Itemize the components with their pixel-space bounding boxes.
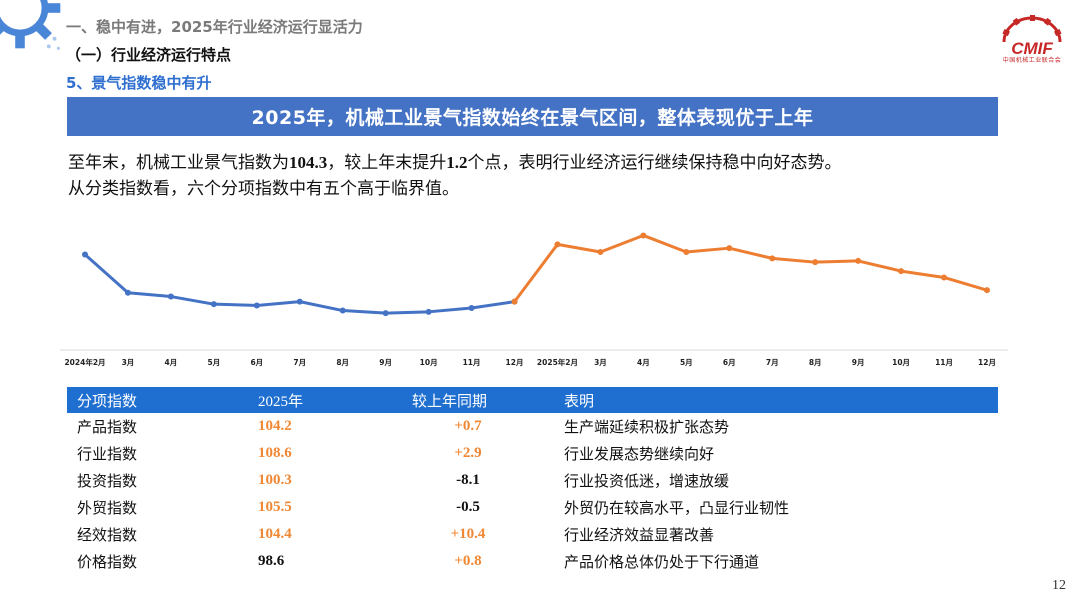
summary-line-2: 从分类指数看，六个分项指数中有五个高于临界值。 (68, 179, 459, 198)
x-tick-label: 3月 (122, 358, 135, 367)
row-index-name: 行业指数 (77, 447, 138, 463)
table-row: 投资指数 100.3 -8.1 行业投资低迷，增速放缓 (67, 467, 998, 494)
x-tick-label: 9月 (852, 358, 865, 367)
data-point (769, 255, 776, 262)
header-meaning: 表明 (564, 393, 595, 410)
data-point (812, 259, 819, 266)
row-meaning: 行业投资低迷，增速放缓 (564, 474, 730, 490)
row-yoy-change: +0.7 (454, 418, 482, 434)
row-index-name: 外贸指数 (77, 501, 138, 517)
x-tick-label: 6月 (723, 358, 736, 367)
data-point (210, 301, 217, 308)
x-tick-label: 4月 (637, 358, 650, 367)
x-tick-label: 5月 (207, 358, 220, 367)
row-yoy-change: +0.8 (454, 553, 482, 569)
data-point (640, 232, 647, 239)
data-point (468, 305, 475, 311)
data-point (683, 249, 690, 255)
row-meaning: 生产端延续积极扩张态势 (564, 420, 730, 436)
summary-text: 至年末，机械工业景气指数为104.3，较上年末提升1.2个点，表明行业经济运行继… (68, 150, 1008, 202)
x-tick-label: 11月 (463, 358, 481, 367)
data-point (296, 298, 303, 305)
row-yoy-change: -8.1 (456, 472, 480, 488)
point-title: 5、景气指数稳中有升 (66, 74, 212, 92)
logo-text: CMIF (1011, 39, 1053, 58)
row-value-2025: 105.5 (258, 499, 292, 515)
data-point (124, 289, 131, 296)
row-yoy-change: +2.9 (454, 445, 482, 461)
table-row: 价格指数 98.6 +0.8 产品价格总体仍处于下行通道 (67, 548, 998, 575)
page-number: 12 (1052, 578, 1066, 593)
data-point (253, 302, 260, 309)
x-tick-label: 8月 (809, 358, 822, 367)
data-point (382, 310, 389, 317)
prosperity-index-line-chart: 2024年2月 3月 4月 5月 6月 7月 8月 9月 10月 11月 12月 2025年2月 3月 4… (60, 232, 1008, 367)
x-tick-label: 12月 (978, 358, 996, 367)
row-index-name: 价格指数 (77, 555, 138, 571)
x-tick-label: 2025年2月 (537, 357, 578, 367)
x-tick-label: 4月 (165, 358, 178, 367)
row-value-2025: 104.2 (258, 418, 292, 434)
header-yoy-change: 较上年同期 (412, 393, 488, 410)
x-tick-label: 7月 (766, 358, 779, 367)
cmif-logo: CMIF (1002, 15, 1062, 58)
x-tick-label: 11月 (935, 358, 953, 367)
x-tick-label: 10月 (420, 358, 438, 367)
row-meaning: 产品价格总体仍处于下行通道 (564, 555, 760, 571)
row-meaning: 行业发展态势继续向好 (564, 447, 715, 463)
data-point (855, 257, 862, 264)
data-point (339, 307, 346, 314)
row-yoy-change: -0.5 (456, 499, 480, 515)
row-yoy-change: +10.4 (450, 526, 486, 542)
data-point (167, 293, 174, 300)
x-tick-label: 2024年2月 (64, 357, 105, 367)
header-value-2025: 2025年 (258, 393, 304, 410)
sub-index-table: 分项指数 2025年 较上年同期 表明 产品指数 104.2 +0.7 生产端延续积极… (67, 387, 998, 575)
row-value-2025: 100.3 (258, 472, 292, 488)
x-tick-label: 9月 (379, 358, 392, 367)
table-row: 经效指数 104.4 +10.4 行业经济效益显著改善 (67, 521, 998, 548)
data-point (82, 251, 88, 258)
table-row: 行业指数 108.6 +2.9 行业发展态势继续向好 (67, 440, 998, 467)
data-point (984, 287, 990, 294)
x-tick-label: 3月 (594, 358, 607, 367)
sub-title: （一）行业经济运行特点 (66, 46, 232, 64)
data-point (898, 268, 905, 275)
series-line-1 (513, 233, 988, 303)
data-point (726, 245, 733, 252)
data-point (511, 298, 518, 305)
x-tick-label: 12月 (506, 358, 524, 367)
logo-caption: 中国机械工业联合会 (1002, 57, 1062, 64)
data-point (425, 308, 432, 315)
data-point (554, 241, 561, 248)
x-tick-label: 6月 (250, 358, 263, 367)
row-meaning: 外贸仍在较高水平，凸显行业韧性 (564, 501, 790, 517)
row-index-name: 经效指数 (77, 528, 138, 544)
x-tick-label: 7月 (293, 358, 306, 367)
row-meaning: 行业经济效益显著改善 (564, 528, 715, 544)
row-index-name: 投资指数 (77, 474, 138, 490)
section-title: 一、稳中有进，2025年行业经济运行显活力 (66, 18, 363, 36)
headline-banner: 2025年，机械工业景气指数始终在景气区间，整体表现优于上年 (67, 97, 998, 136)
table-row: 外贸指数 105.5 -0.5 外贸仍在较高水平，凸显行业韧性 (67, 494, 998, 521)
x-tick-label: 8月 (336, 358, 349, 367)
data-point (941, 274, 948, 281)
x-tick-label: 10月 (892, 358, 910, 367)
table-header-row: 分项指数 2025年 较上年同期 表明 (67, 387, 998, 413)
row-value-2025: 104.4 (258, 526, 292, 542)
data-point (597, 249, 604, 255)
header-index-name: 分项指数 (77, 393, 138, 410)
row-value-2025: 98.6 (258, 553, 285, 569)
gear-decoration-icon (0, 0, 61, 50)
summary-line-1: 至年末，机械工业景气指数为104.3，较上年末提升1.2个点，表明行业经济运行继… (68, 153, 842, 172)
table-row: 产品指数 104.2 +0.7 生产端延续积极扩张态势 (67, 413, 998, 440)
row-value-2025: 108.6 (258, 445, 292, 461)
row-index-name: 产品指数 (77, 420, 138, 436)
x-tick-label: 5月 (680, 358, 693, 367)
